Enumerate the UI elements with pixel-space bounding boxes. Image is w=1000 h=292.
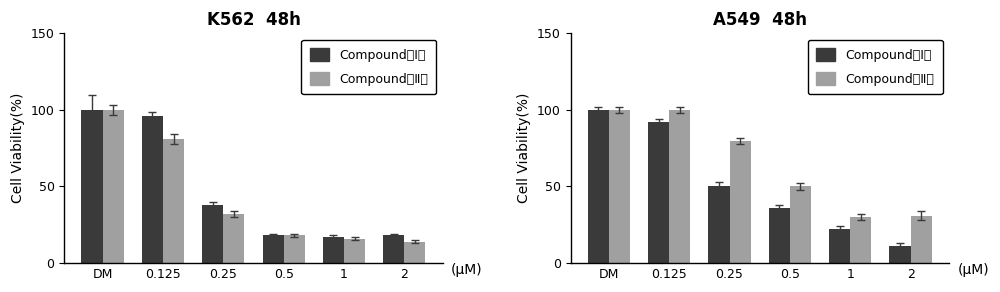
Bar: [142, 116, 163, 263]
Bar: [669, 110, 690, 263]
Y-axis label: Cell Viability(%): Cell Viability(%): [11, 93, 25, 204]
Bar: [263, 235, 284, 263]
Text: (μM): (μM): [451, 263, 483, 277]
Y-axis label: Cell Viability(%): Cell Viability(%): [517, 93, 531, 204]
Bar: [911, 215, 932, 263]
Bar: [223, 214, 244, 263]
Legend: Compound（Ⅰ）, Compound（Ⅱ）: Compound（Ⅰ）, Compound（Ⅱ）: [808, 40, 943, 94]
Bar: [81, 110, 103, 263]
Bar: [829, 229, 850, 263]
Bar: [383, 235, 404, 263]
Legend: Compound（Ⅰ）, Compound（Ⅱ）: Compound（Ⅰ）, Compound（Ⅱ）: [301, 40, 436, 94]
Bar: [323, 237, 344, 263]
Title: K562  48h: K562 48h: [207, 11, 300, 29]
Bar: [163, 139, 184, 263]
Bar: [889, 246, 911, 263]
Bar: [769, 208, 790, 263]
Bar: [790, 187, 811, 263]
Bar: [609, 110, 630, 263]
Bar: [284, 235, 305, 263]
Bar: [103, 110, 124, 263]
Text: (μM): (μM): [957, 263, 989, 277]
Bar: [344, 239, 365, 263]
Bar: [850, 217, 871, 263]
Title: A549  48h: A549 48h: [713, 11, 807, 29]
Bar: [588, 110, 609, 263]
Bar: [202, 205, 223, 263]
Bar: [404, 241, 425, 263]
Bar: [708, 187, 730, 263]
Bar: [648, 122, 669, 263]
Bar: [730, 140, 751, 263]
